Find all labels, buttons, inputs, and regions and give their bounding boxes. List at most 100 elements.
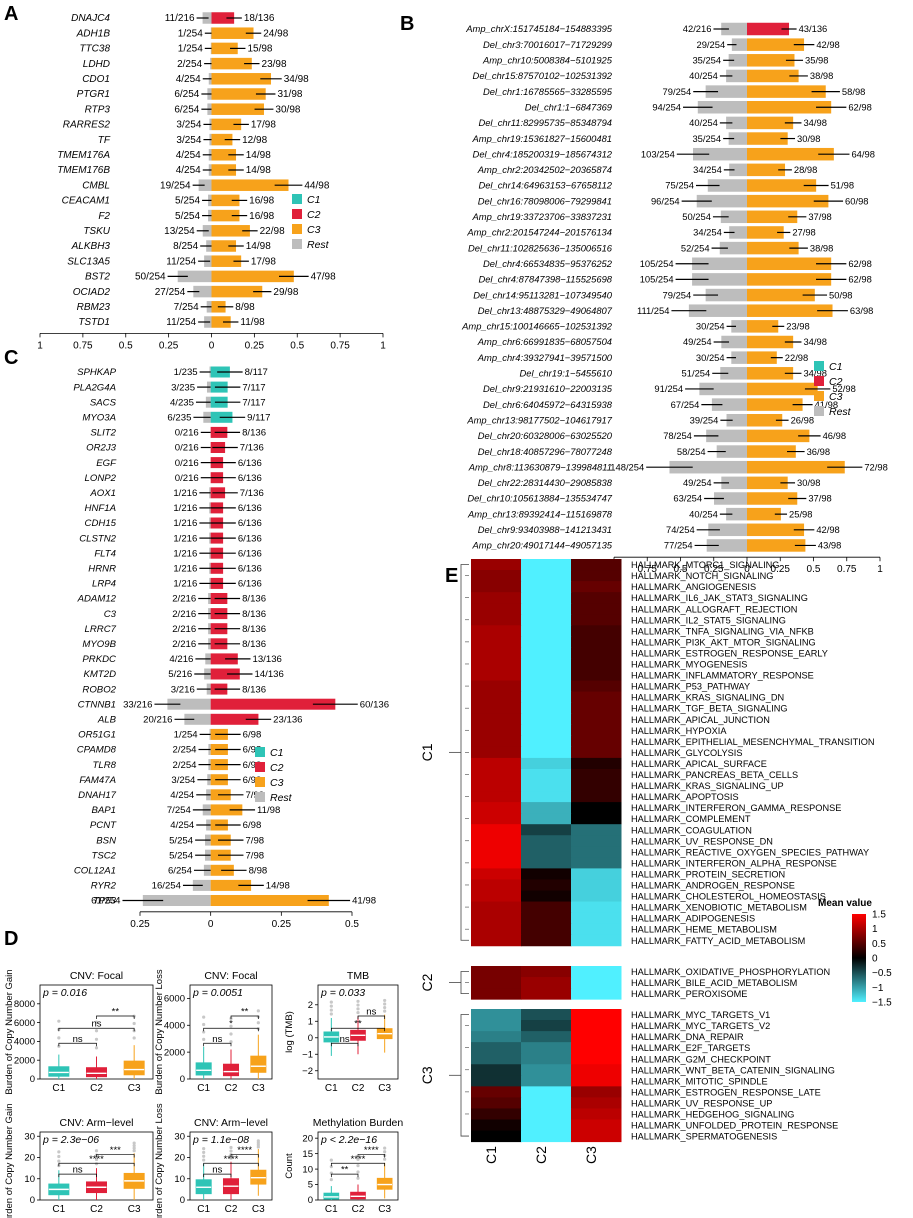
bar-c3 — [747, 476, 788, 490]
row-group-label: C3 — [419, 1066, 435, 1084]
x-tick-label: 0.25 — [159, 340, 179, 351]
significance-bracket — [58, 1173, 97, 1178]
heatmap-cell — [571, 791, 622, 803]
row-label: PCNT — [90, 820, 117, 831]
count-label-c3: 6/98 — [243, 820, 262, 831]
heatmap-row-label: HALLMARK_ESTROGEN_RESPONSE_EARLY — [631, 648, 828, 658]
row-label: Del_chr15:87570102−102531392 — [473, 70, 613, 81]
significance-bracket — [230, 1015, 259, 1020]
heatmap-row-label: HALLMARK_ANGIOGENESIS — [631, 582, 756, 592]
bar-rest — [720, 210, 747, 224]
heatmap-cell — [471, 791, 522, 803]
bar-c3 — [211, 149, 237, 161]
heatmap-cell — [521, 923, 572, 936]
bar-c3 — [211, 164, 237, 176]
count-label-rest: 2/254 — [172, 745, 197, 756]
outlier-point — [94, 1149, 99, 1153]
heatmap-cell — [571, 680, 622, 693]
y-axis-label: Count — [284, 1153, 295, 1179]
outlier-point — [383, 1009, 387, 1013]
row-label: Del_chr11:102825636−135006516 — [468, 242, 613, 253]
heatmap-cell — [471, 713, 522, 726]
y-tick-label: 0 — [308, 1033, 313, 1044]
count-label-c3: 22/98 — [785, 352, 808, 363]
panel-e: HALLMARK_MTORC1_SIGNALINGHALLMARK_NOTCH_… — [419, 559, 892, 1164]
x-tick-label: 0.75 — [638, 564, 658, 575]
count-label-c3: 62/98 — [848, 274, 871, 285]
count-label-rest: 2/254 — [172, 760, 197, 771]
y-tick-label: 6000 — [164, 994, 185, 1005]
heatmap-cell — [571, 1119, 622, 1132]
heatmap-row-label: HALLMARK_APICAL_JUNCTION — [631, 715, 770, 725]
bar-c3 — [747, 132, 788, 145]
y-tick-label: 1 — [308, 1016, 313, 1027]
x-tick-label: C3 — [378, 1083, 391, 1094]
y-tick-label: 6000 — [14, 1018, 35, 1029]
row-label: Del_chr9:21931610−22003135 — [483, 383, 613, 394]
bar-rest — [721, 335, 747, 349]
y-tick-label: 5 — [308, 1180, 313, 1191]
heatmap-cell — [521, 857, 572, 869]
outlier-point — [229, 1032, 233, 1036]
count-label-rest: 1/216 — [173, 579, 197, 590]
bar-c3 — [211, 225, 250, 237]
heatmap-cell — [571, 780, 622, 792]
bar-c3 — [747, 116, 794, 130]
row-label: TSTD1 — [78, 317, 110, 328]
x-tick-label: 0.5 — [807, 564, 821, 575]
outlier-point — [329, 1008, 333, 1012]
row-label: Amp_chr10:5008384−5101925 — [482, 55, 613, 66]
count-label-rest: 4/254 — [170, 820, 195, 831]
heatmap-cell — [471, 625, 522, 637]
row-label: ALB — [97, 715, 117, 726]
bar-c3 — [747, 54, 795, 67]
heatmap-row-label: HALLMARK_PEROXISOME — [631, 989, 747, 999]
heatmap-cell — [571, 592, 622, 604]
heatmap-cell — [521, 559, 572, 571]
heatmap-row-label: HALLMARK_E2F_TARGETS — [631, 1043, 750, 1053]
heatmap-cell — [521, 846, 572, 858]
outlier-point — [329, 1165, 333, 1169]
dendrogram-branch — [460, 1014, 469, 1137]
heatmap-cell — [471, 868, 522, 880]
heatmap-cell — [521, 912, 572, 925]
x-tick-label: C1 — [52, 1083, 65, 1094]
x-tick-label: C2 — [225, 1204, 238, 1215]
heatmap-cell — [521, 768, 572, 781]
count-label-rest: 1/235 — [174, 367, 198, 378]
heatmap-cell — [571, 912, 622, 925]
y-tick-label: 8000 — [14, 999, 35, 1010]
row-label: OCIAD2 — [73, 287, 111, 298]
legend-b: C1 C2 C3 Rest — [814, 361, 852, 418]
row-label: SLIT2 — [90, 428, 116, 439]
heatmap-row-label: HALLMARK_ESTROGEN_RESPONSE_LATE — [631, 1087, 821, 1097]
legend-tick-label: 0 — [872, 954, 878, 965]
bar-c3 — [211, 73, 272, 85]
count-label-rest: 13/254 — [164, 226, 195, 237]
legend-swatch-c3 — [814, 391, 824, 401]
heatmap-cell — [521, 791, 572, 803]
x-tick-label: C3 — [252, 1204, 265, 1215]
row-label: Amp_chr8:113630879−139984811 — [468, 461, 612, 472]
heatmap-row-label: HALLMARK_APICAL_SURFACE — [631, 759, 767, 769]
heatmap-cell — [571, 1064, 622, 1076]
box-c3 — [250, 1055, 267, 1073]
heatmap-cell — [521, 614, 572, 626]
heatmap-row-label: HALLMARK_XENOBIOTIC_METABOLISM — [631, 903, 807, 913]
y-tick-label: 0 — [30, 1074, 35, 1085]
legend-label-c2: C2 — [829, 376, 843, 388]
y-tick-label: 30 — [24, 1131, 35, 1142]
legend-label-rest: Rest — [270, 792, 293, 804]
y-tick-label: 30 — [174, 1131, 185, 1142]
heatmap-cell — [571, 581, 622, 593]
heatmap-cell — [471, 988, 522, 1000]
count-label-c2: 6/136 — [238, 503, 262, 514]
significance-label: ns — [212, 1165, 222, 1176]
count-label-rest: 34/254 — [693, 164, 722, 175]
heatmap-cell — [471, 1119, 522, 1132]
count-label-c1: 9/117 — [247, 413, 270, 424]
bar-rest — [721, 476, 747, 490]
heatmap-cell — [471, 1042, 522, 1054]
heatmap-cell — [521, 691, 572, 704]
